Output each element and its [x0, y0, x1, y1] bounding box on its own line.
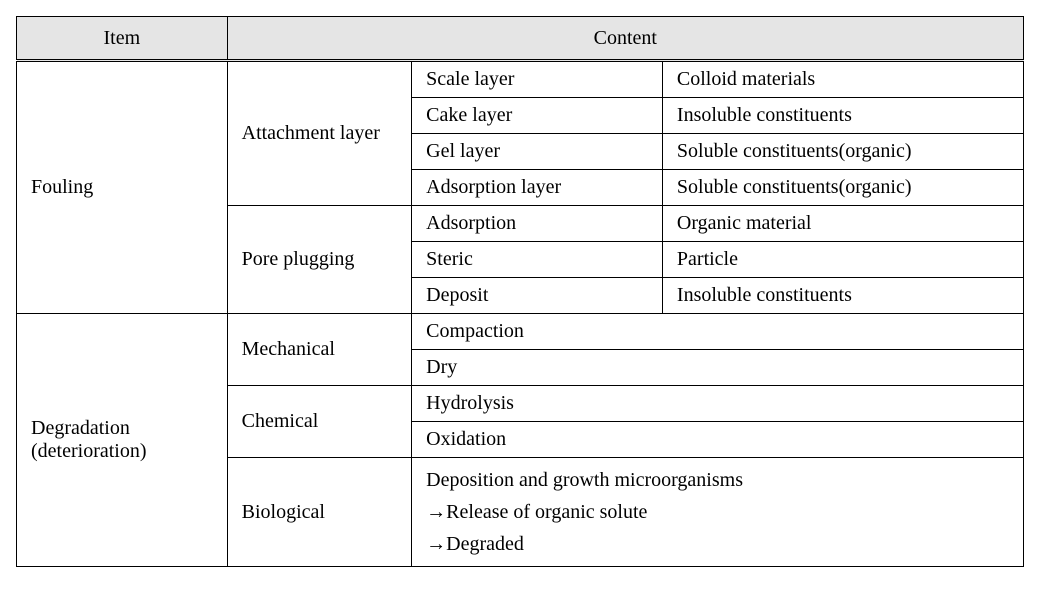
- table-row: Degradation (deterioration) Mechanical C…: [17, 314, 1024, 350]
- cell: Compaction: [412, 314, 1024, 350]
- fouling-label: Fouling: [17, 61, 228, 314]
- cell: Soluble constituents(organic): [662, 170, 1023, 206]
- cell: Insoluble constituents: [662, 98, 1023, 134]
- bio-line-2: →Release of organic solute: [426, 501, 647, 523]
- cell: Insoluble constituents: [662, 278, 1023, 314]
- header-item: Item: [17, 17, 228, 61]
- cell: Dry: [412, 350, 1024, 386]
- cell: Deposit: [412, 278, 663, 314]
- header-content: Content: [227, 17, 1023, 61]
- bio-line-1: Deposition and growth microorganisms: [426, 469, 743, 491]
- cell: Adsorption layer: [412, 170, 663, 206]
- biological-cell: Deposition and growth microorganisms →Re…: [412, 458, 1024, 567]
- cell: Colloid materials: [662, 61, 1023, 98]
- attachment-label: Attachment layer: [227, 61, 412, 206]
- header-row: Item Content: [17, 17, 1024, 61]
- chemical-label: Chemical: [227, 386, 412, 458]
- cell: Cake layer: [412, 98, 663, 134]
- cell: Organic material: [662, 206, 1023, 242]
- mechanical-label: Mechanical: [227, 314, 412, 386]
- main-table: Item Content Fouling Attachment layer Sc…: [16, 16, 1024, 567]
- cell: Hydrolysis: [412, 386, 1024, 422]
- degradation-label: Degradation (deterioration): [17, 314, 228, 567]
- table-row: Fouling Attachment layer Scale layer Col…: [17, 61, 1024, 98]
- bio-line-3: →Degraded: [426, 533, 524, 555]
- cell: Particle: [662, 242, 1023, 278]
- pore-label: Pore plugging: [227, 206, 412, 314]
- cell: Soluble constituents(organic): [662, 134, 1023, 170]
- cell: Steric: [412, 242, 663, 278]
- cell: Scale layer: [412, 61, 663, 98]
- cell: Oxidation: [412, 422, 1024, 458]
- biological-label: Biological: [227, 458, 412, 567]
- cell: Adsorption: [412, 206, 663, 242]
- cell: Gel layer: [412, 134, 663, 170]
